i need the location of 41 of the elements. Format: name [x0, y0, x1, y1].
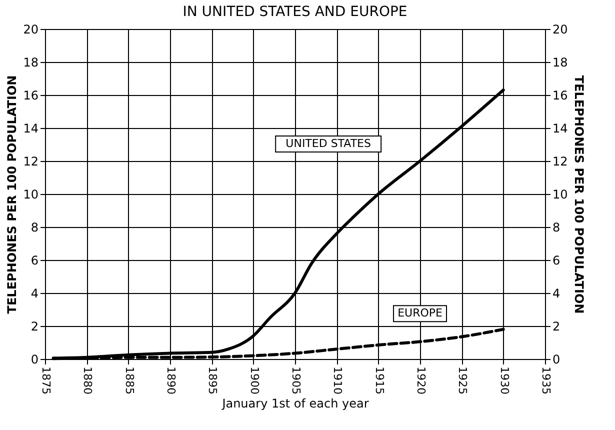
x-tick-label: 1905 — [290, 366, 302, 394]
x-tick-label: 1920 — [414, 366, 428, 394]
y-tick-label: 14 — [23, 122, 38, 136]
y-tick-label: 0 — [30, 352, 38, 366]
x-tick-label: 1915 — [372, 366, 386, 394]
text: UNITED STATES — [286, 137, 372, 150]
x-tick-label: 1890 — [164, 366, 178, 394]
x-tick-label: 1880 — [81, 366, 94, 394]
y-tick-label: 18 — [23, 56, 38, 70]
y2-tick-label: 0 — [552, 352, 560, 366]
x-tick-label: 1900 — [248, 366, 261, 394]
y-tick-label: 12 — [23, 154, 38, 168]
y2-tick-label: 2 — [552, 320, 560, 334]
y-tick-label: 10 — [23, 188, 38, 202]
x-tick-label: 1885 — [122, 366, 136, 394]
y-tick-label: 20 — [23, 22, 38, 36]
y2-tick-label: 18 — [552, 56, 568, 70]
x-tick-label: 1930 — [498, 366, 511, 394]
y-tick-label: 8 — [30, 220, 38, 234]
y2-tick-label: 6 — [552, 254, 560, 268]
y-tick-label: 16 — [23, 88, 38, 102]
x-axis-title: January 1st of each year — [221, 396, 369, 410]
y-tick-label: 4 — [30, 286, 38, 300]
x-tick-label: 1925 — [456, 366, 470, 394]
y-axis-title: TELEPHONES PER 100 POPULATION — [5, 75, 20, 314]
y2-tick-label: 12 — [552, 154, 568, 168]
y2-tick-label: 10 — [552, 188, 568, 202]
chart-title: IN UNITED STATES AND EUROPE — [182, 4, 408, 20]
x-tick-label: 1875 — [40, 366, 52, 394]
y2-tick-label: 16 — [552, 88, 568, 102]
series-label: EUROPE — [398, 306, 442, 320]
y-tick-label: 2 — [30, 320, 38, 334]
y2-tick-label: 8 — [552, 220, 560, 234]
y2-tick-label: 4 — [552, 286, 560, 300]
y-tick-label: 6 — [30, 254, 38, 268]
y2-tick-label: 14 — [552, 122, 568, 136]
x-tick-label: 1935 — [540, 366, 552, 394]
x-tick-label: 1895 — [206, 366, 220, 394]
y2-axis-title: TELEPHONES PER 100 POPULATION — [572, 75, 586, 314]
x-tick-label: 1910 — [331, 366, 344, 394]
y2-tick-label: 20 — [552, 22, 568, 36]
